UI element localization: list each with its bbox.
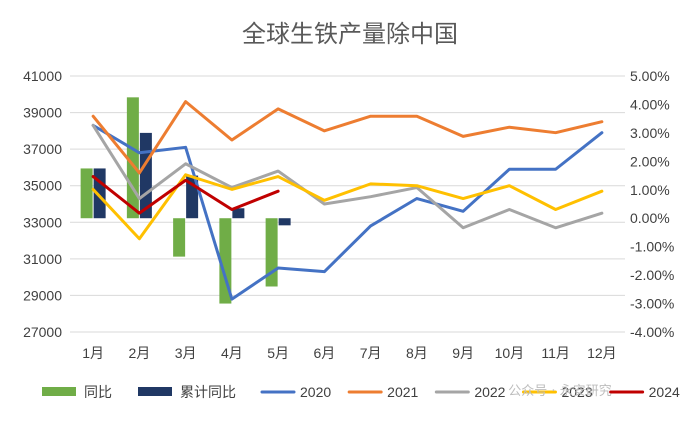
left-tick-label: 41000: [23, 68, 62, 84]
bar-series: [80, 97, 291, 304]
grid-lines: [70, 75, 625, 333]
series-line: [91, 100, 604, 175]
watermark: 公众号 · 永安研究: [508, 384, 611, 399]
left-axis-ticks: 27000 29000 31000 33000 35000 37000 39000 41000: [23, 68, 62, 340]
legend-label: 累计同比: [180, 384, 236, 400]
bar: [173, 218, 186, 257]
left-tick-label: 37000: [23, 141, 62, 157]
left-tick-label: 35000: [23, 178, 62, 194]
legend: 同比 累计同比 2020 2021 2022 2023 2024: [42, 384, 680, 400]
left-tick-label: 31000: [23, 251, 62, 267]
x-tick-label: 1月: [82, 345, 104, 361]
x-tick-label: 7月: [360, 345, 382, 361]
left-tick-label: 39000: [23, 105, 62, 121]
series-line: [91, 123, 604, 301]
right-axis-ticks: -4.00% -3.00% -2.00% -1.00% 0.00% 1.00% 2.00% 3…: [630, 68, 674, 340]
right-tick-label: 5.00%: [630, 68, 670, 84]
x-tick-label: 8月: [406, 345, 428, 361]
legend-swatch: [138, 387, 172, 396]
bar: [232, 208, 245, 219]
right-tick-label: -3.00%: [630, 296, 674, 312]
right-tick-label: -1.00%: [630, 239, 674, 255]
x-tick-label: 12月: [587, 345, 617, 361]
right-tick-label: 3.00%: [630, 125, 670, 141]
bar: [278, 218, 291, 226]
left-tick-label: 27000: [23, 324, 62, 340]
chart-title: 全球生铁产量除中国: [242, 20, 458, 48]
legend-label: 同比: [84, 384, 112, 400]
x-tick-label: 9月: [452, 345, 474, 361]
left-tick-label: 29000: [23, 287, 62, 303]
legend-label: 2021: [387, 384, 418, 400]
right-tick-label: 0.00%: [630, 210, 670, 226]
left-tick-label: 33000: [23, 214, 62, 230]
x-tick-label: 3月: [175, 345, 197, 361]
x-tick-label: 5月: [267, 345, 289, 361]
right-tick-label: 4.00%: [630, 96, 670, 112]
right-tick-label: -4.00%: [630, 324, 674, 340]
x-axis-ticks: 1月 2月 3月 4月 5月 6月 7月 8月 9月 10月 11月 12月: [82, 345, 616, 361]
x-tick-label: 4月: [221, 345, 243, 361]
series-line: [91, 175, 280, 215]
series-line: [91, 123, 604, 230]
line-series: [91, 100, 604, 301]
bar: [80, 168, 93, 219]
right-tick-label: 2.00%: [630, 153, 670, 169]
x-tick-label: 10月: [495, 345, 525, 361]
legend-label: 2020: [300, 384, 331, 400]
legend-swatch: [42, 387, 76, 396]
legend-label: 2023: [561, 384, 592, 400]
legend-label: 2022: [474, 384, 505, 400]
right-tick-label: -2.00%: [630, 267, 674, 283]
x-tick-label: 2月: [128, 345, 150, 361]
legend-label: 2024: [649, 384, 680, 400]
x-tick-label: 6月: [313, 345, 335, 361]
x-tick-label: 11月: [541, 345, 570, 361]
right-tick-label: 1.00%: [630, 182, 670, 198]
bar: [219, 218, 232, 304]
bar: [126, 97, 139, 219]
